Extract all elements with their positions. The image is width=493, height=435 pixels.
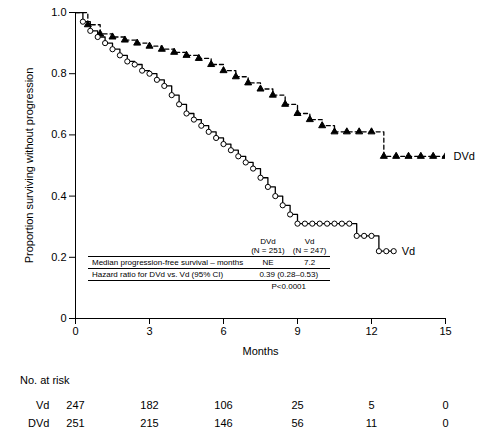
svg-text:15: 15 [439,325,451,337]
html-text:No. at risk: No. at risk [20,374,70,386]
svg-text:1.0: 1.0 [51,6,66,18]
svg-text:Vd: Vd [36,399,49,411]
svg-text:11: 11 [366,417,377,429]
svg-text:25: 25 [291,399,303,411]
svg-text:DVd: DVd [454,150,475,162]
svg-text:0.4: 0.4 [51,190,66,202]
svg-text:DVd: DVd [28,417,49,429]
svg-text:146: 146 [214,417,232,429]
svg-text:182: 182 [140,399,158,411]
svg-text:251: 251 [66,417,84,429]
svg-text:247: 247 [66,399,84,411]
svg-text:215: 215 [140,417,158,429]
svg-text:0.2: 0.2 [51,251,66,263]
svg-text:3: 3 [146,325,152,337]
svg-text:0.8: 0.8 [51,67,66,79]
html-text:Median progression-free surviv: Median progression-free survival – month… [92,258,244,267]
svg-text:106: 106 [214,399,232,411]
svg-text:Vd: Vd [402,245,415,257]
svg-text:0: 0 [72,325,78,337]
html-text:7.2: 7.2 [304,258,316,267]
svg-text:0: 0 [442,417,448,429]
svg-text:0.6: 0.6 [51,128,66,140]
html-text:Hazard ratio for DVd vs. Vd (9: Hazard ratio for DVd vs. Vd (95% CI) [92,270,224,279]
svg-text:12: 12 [365,325,377,337]
svg-text:0: 0 [60,312,66,324]
html-text:0.39 (0.28–0.53): 0.39 (0.28–0.53) [259,270,319,279]
svg-text:9: 9 [294,325,300,337]
svg-text:5: 5 [368,399,374,411]
svg-text:Proportion surviving without p: Proportion surviving without progression [23,68,35,264]
html-text:P<0.0001: P<0.0001 [271,282,306,291]
svg-text:56: 56 [291,417,303,429]
svg-text:6: 6 [220,325,226,337]
html-text:NE: NE [262,258,274,267]
svg-text:0: 0 [442,399,448,411]
html-text:Vd (N = 247): Vd (N = 247) [292,237,327,255]
svg-text:Months: Months [242,345,279,357]
html-text:DVd (N = 251): DVd (N = 251) [251,237,285,255]
